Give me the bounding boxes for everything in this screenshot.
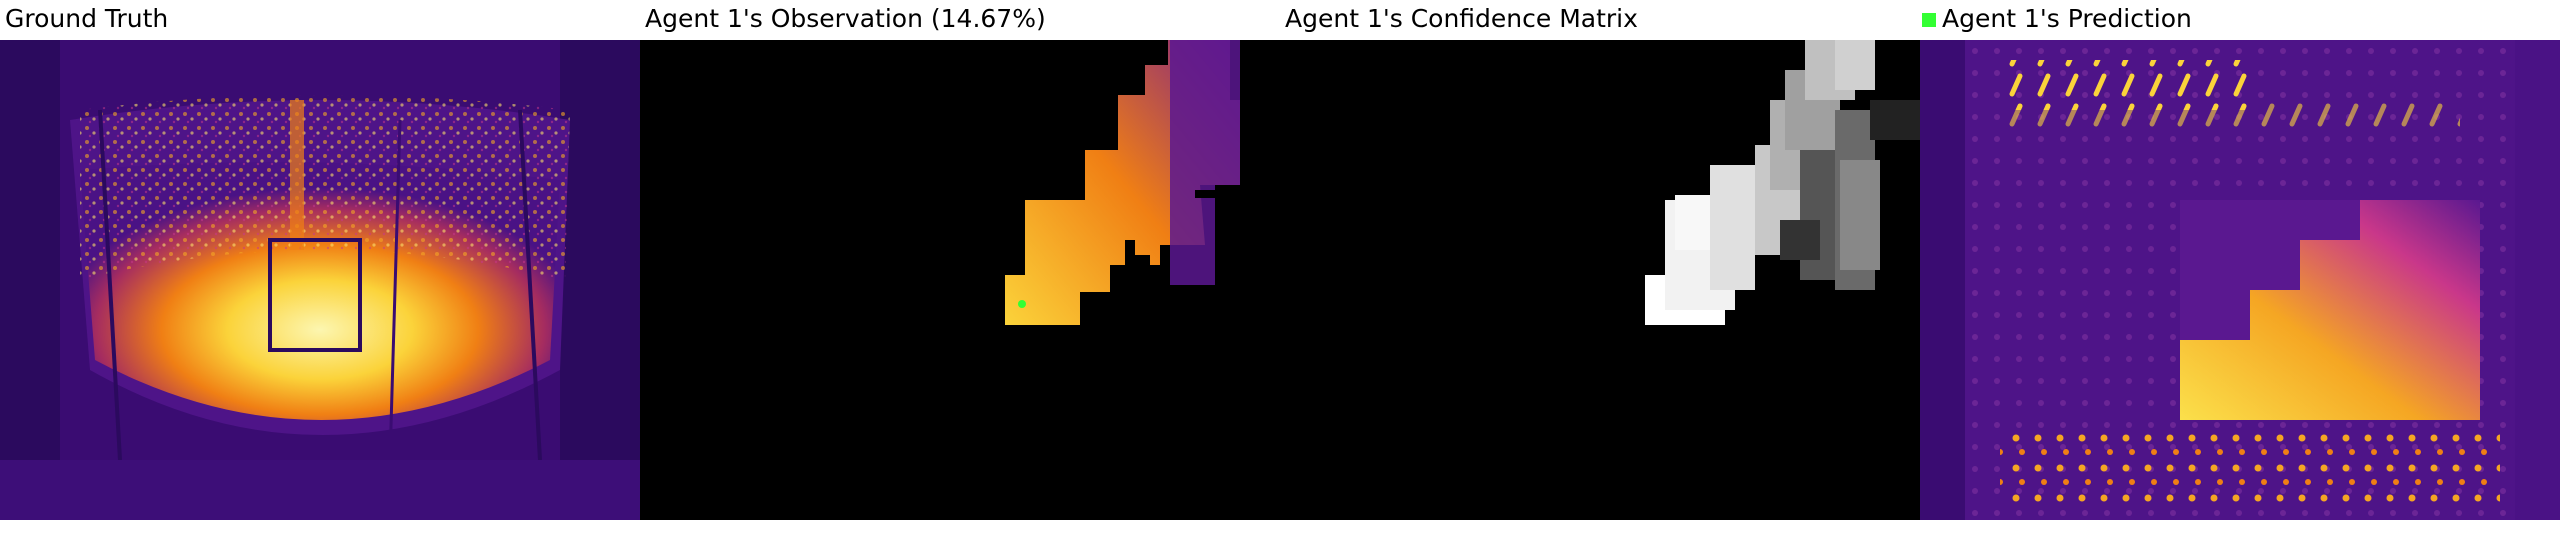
prediction-title: Agent 1's Prediction (1922, 2, 2192, 36)
observation-image (640, 40, 1280, 520)
ground-truth-title: Ground Truth (5, 4, 169, 33)
confidence-matrix (1280, 40, 1920, 520)
observation-title: Agent 1's Observation (14.67%) (645, 4, 1046, 33)
confidence-title: Agent 1's Confidence Matrix (1285, 4, 1638, 33)
prediction-image (1920, 40, 2560, 520)
ground-truth-image (0, 40, 640, 520)
agent-marker (1018, 300, 1026, 308)
agent-legend-swatch (1922, 13, 1936, 27)
